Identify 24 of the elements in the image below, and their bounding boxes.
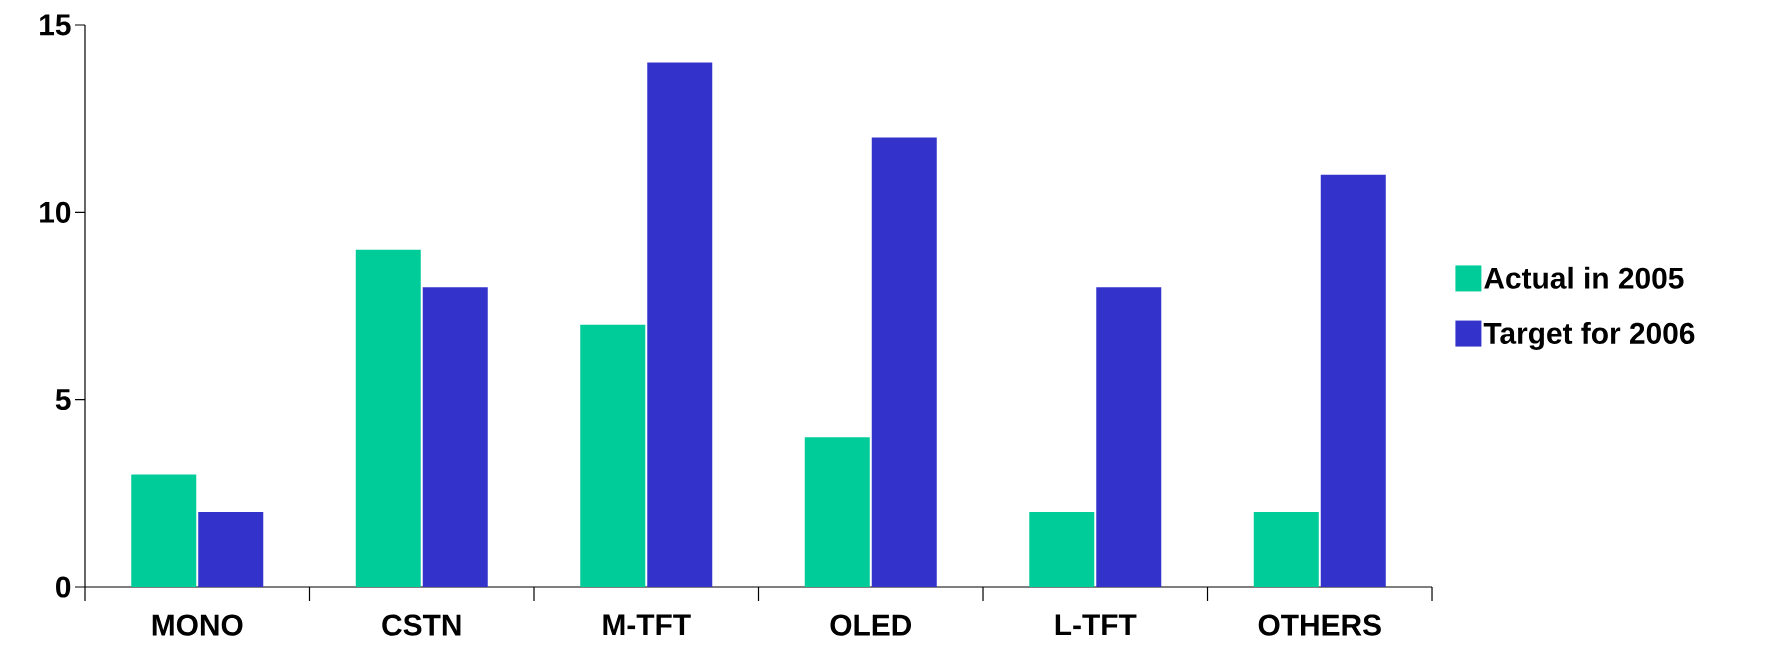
bar [647,62,713,587]
bar [580,324,646,587]
x-tick-label: CSTN [382,614,461,636]
y-tick-label: 10 [40,201,71,223]
bar [131,474,197,587]
y-tick-label: 0 [56,576,71,598]
x-tick-label: M-TFT [603,614,691,636]
bar [1320,174,1386,587]
legend-label: Actual in 2005 [1484,266,1684,289]
bar [1253,512,1319,587]
bar [804,437,870,587]
y-tick-label: 15 [40,14,71,36]
bar [871,137,937,587]
x-tick-label: OLED [830,614,912,636]
bar [355,249,421,587]
x-tick-label: L-TFT [1055,614,1137,636]
y-tick-label: 5 [55,389,71,411]
bar [422,287,488,587]
legend-label: Target for 2006 [1483,321,1695,350]
bar [1096,287,1162,587]
bar [1029,512,1095,587]
bar [198,512,264,587]
x-tick-label: OTHERS [1258,614,1381,636]
x-tick-label: MONO [152,614,243,636]
